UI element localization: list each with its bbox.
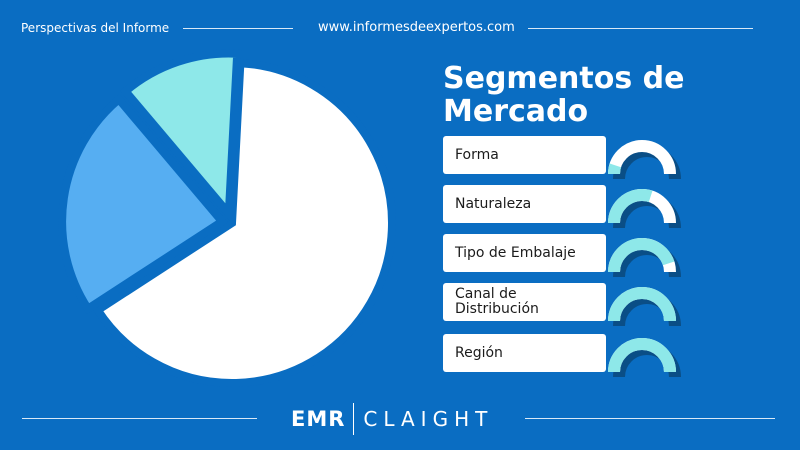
report-perspectives-label: Perspectivas del Informe	[21, 21, 170, 35]
logo-separator	[353, 403, 355, 435]
gauge-icon	[608, 189, 681, 229]
segment-label: Región	[455, 344, 503, 361]
pie-slice-2	[58, 93, 229, 315]
gauge-track	[608, 140, 676, 175]
segment-row[interactable]: Tipo de Embalaje	[443, 234, 688, 278]
segment-row[interactable]: Región	[443, 334, 688, 378]
segment-label: Canal de Distribución	[455, 286, 539, 317]
gauge-fill	[608, 287, 676, 322]
segment-button[interactable]: Forma	[443, 136, 606, 174]
pie-slice-3	[119, 49, 242, 224]
segment-label: Naturaleza	[455, 195, 532, 212]
logo-claight-text: CLAIGHT	[363, 407, 494, 431]
footer-divider-right	[525, 418, 775, 419]
segment-row[interactable]: Forma	[443, 136, 688, 180]
gauge-fill	[608, 163, 622, 175]
header-divider-right	[528, 28, 753, 29]
gauge-fill	[608, 238, 675, 273]
segment-button[interactable]: Naturaleza	[443, 185, 606, 223]
segment-button[interactable]: Canal de Distribución	[443, 283, 606, 321]
segment-button[interactable]: Región	[443, 334, 606, 372]
segment-row[interactable]: Naturaleza	[443, 185, 688, 229]
website-url[interactable]: www.informesdeexpertos.com	[318, 20, 515, 35]
gauge-fill	[608, 338, 676, 373]
pie-slice-1	[92, 59, 396, 387]
segment-label: Tipo de Embalaje	[455, 244, 576, 261]
gauge-fill	[608, 189, 653, 224]
logo-emr-text: EMR	[291, 407, 346, 431]
gauge-icon	[608, 238, 681, 278]
pie-chart	[58, 49, 396, 387]
segment-label: Forma	[455, 146, 499, 163]
header-divider-left	[183, 28, 293, 29]
footer-divider-left	[22, 418, 257, 419]
gauge-icon	[608, 338, 681, 378]
gauge-icon	[608, 140, 681, 180]
segment-row[interactable]: Canal de Distribución	[443, 283, 688, 327]
segment-button[interactable]: Tipo de Embalaje	[443, 234, 606, 272]
segments-title: Segmentos de Mercado	[443, 61, 685, 129]
gauge-icon	[608, 287, 681, 327]
emr-claight-logo: EMR CLAIGHT	[291, 401, 493, 437]
